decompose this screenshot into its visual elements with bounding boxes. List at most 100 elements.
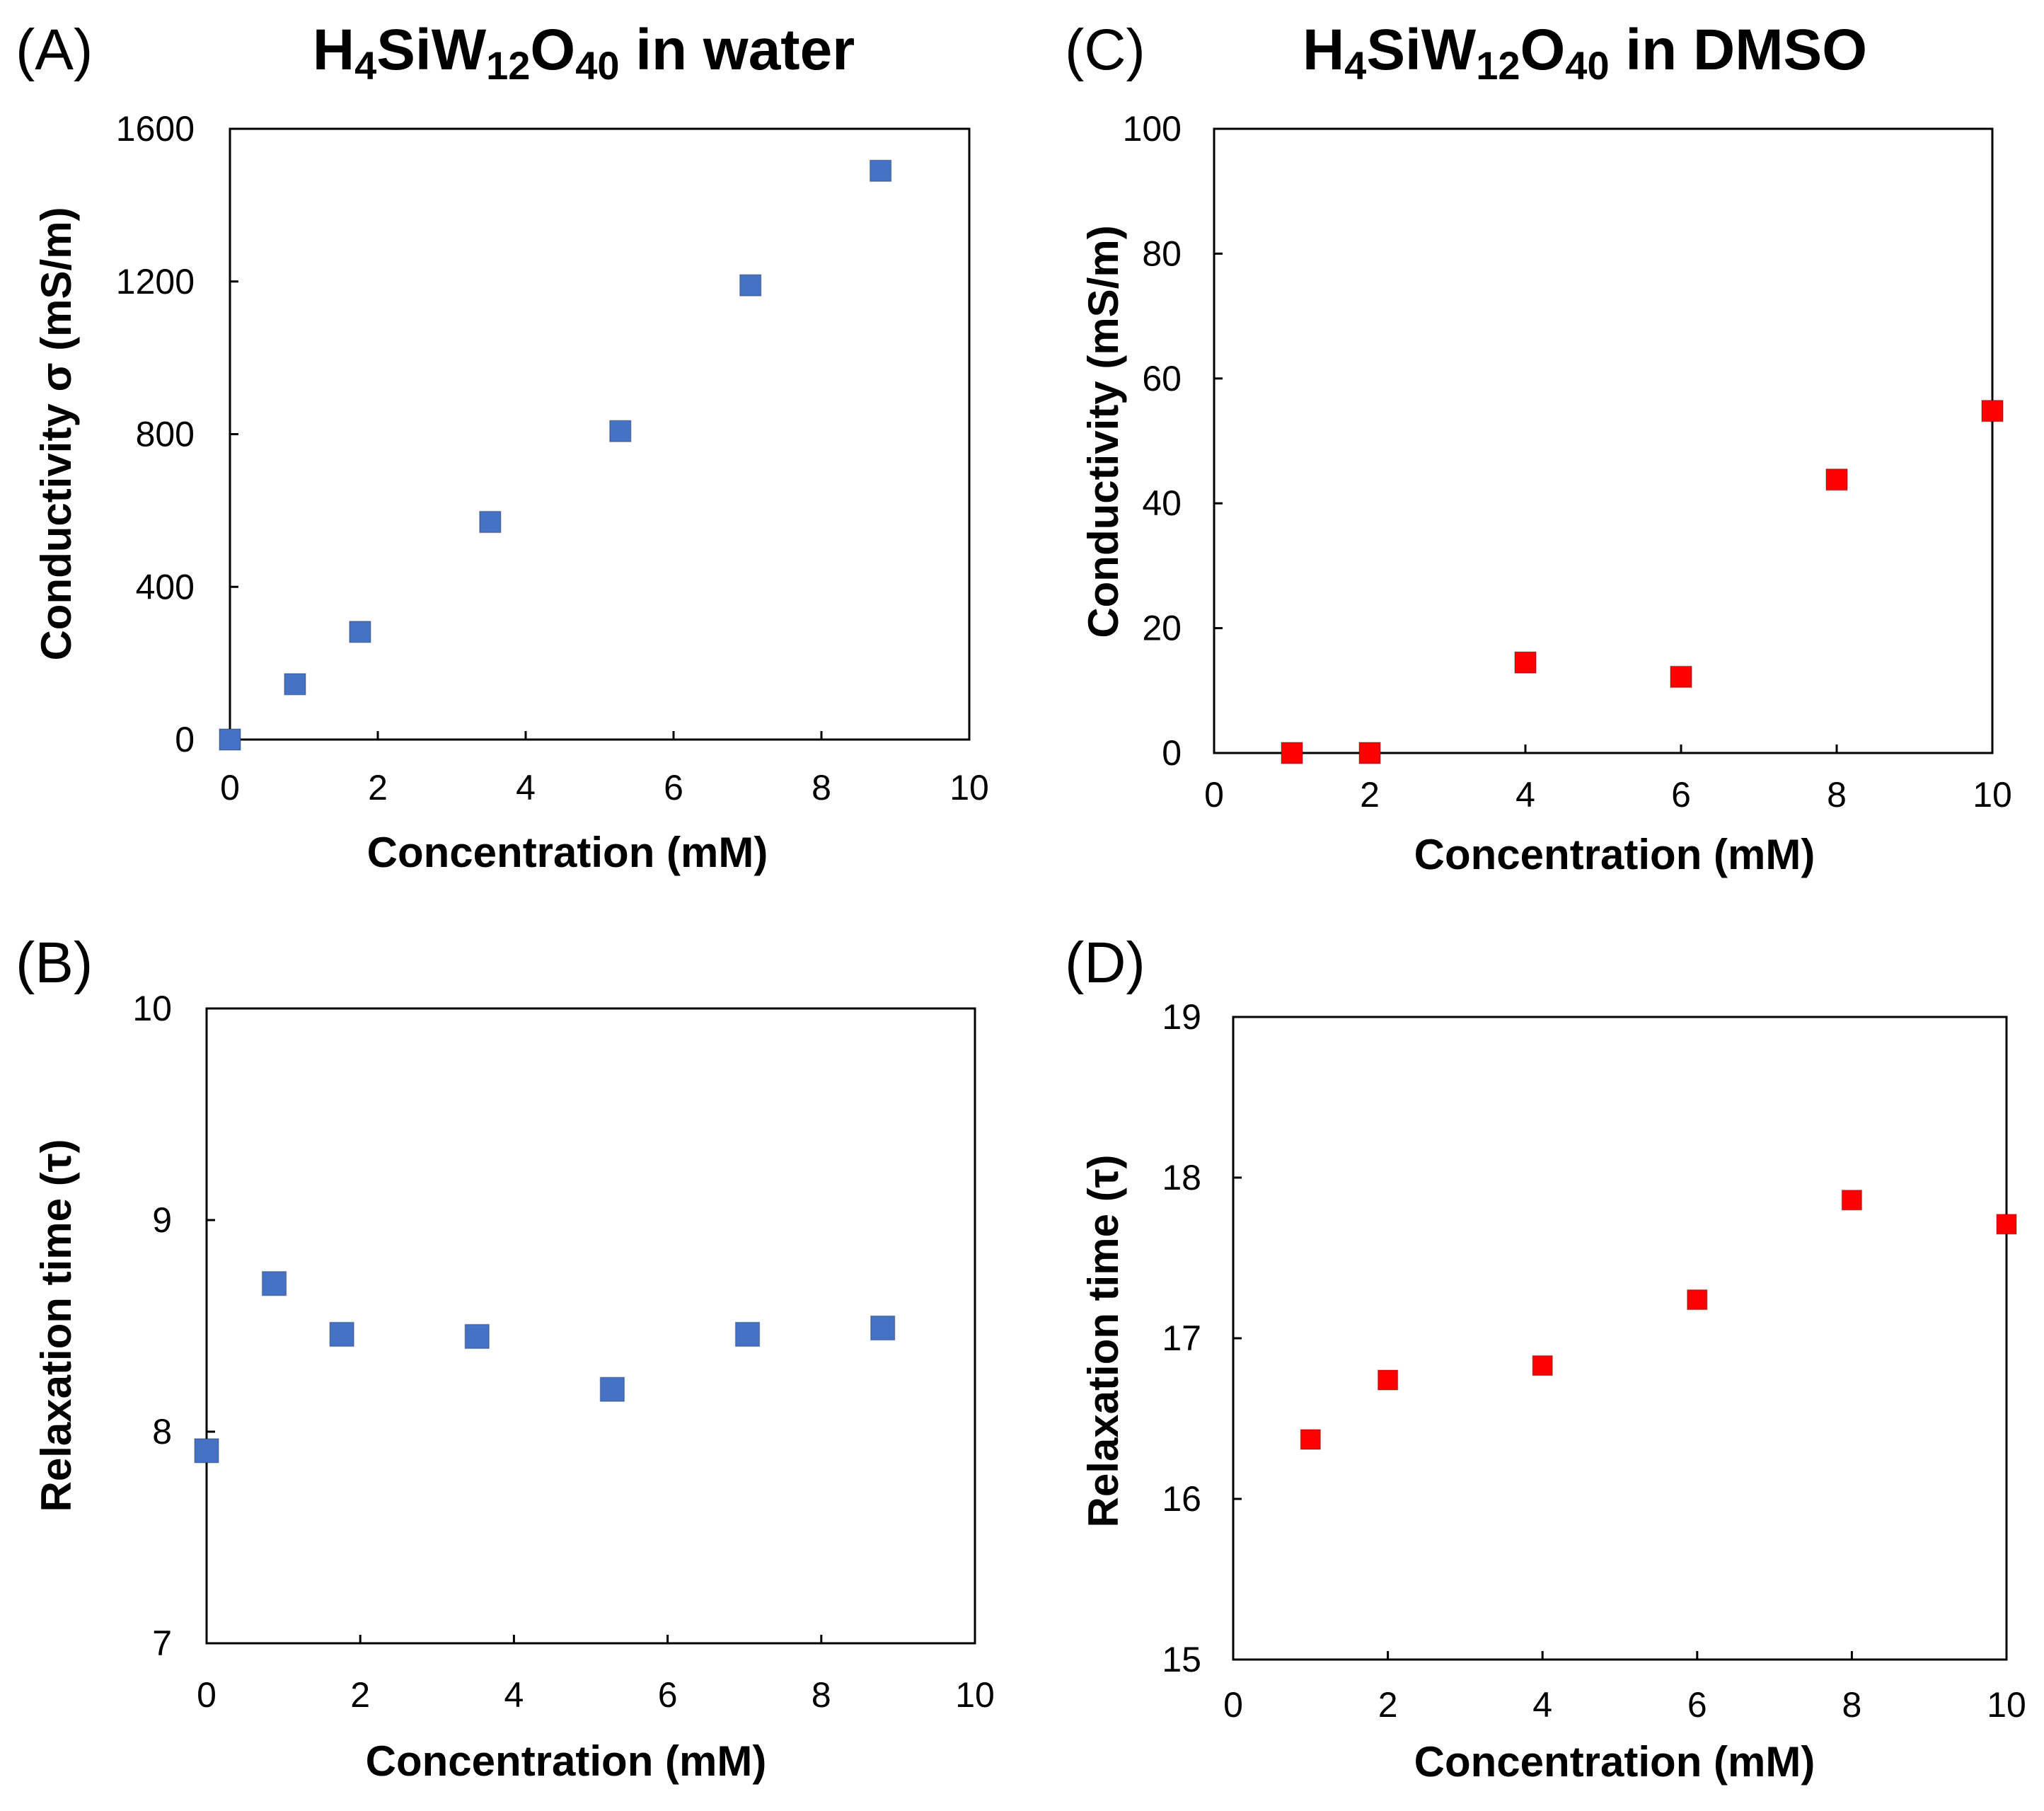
y-tick-label-d-2: 17 — [1162, 1318, 1201, 1358]
data-point-a-5 — [739, 274, 762, 297]
panel-b: (B) 0 2 4 6 8 10 7 8 9 10 Concentration (mM) Rela… — [16, 931, 995, 1785]
panel-label-d: (D) — [1065, 931, 1145, 995]
x-tick-label-c-5: 10 — [1973, 775, 2012, 815]
y-tick-label-d-1: 16 — [1162, 1479, 1201, 1519]
data-point-a-4 — [609, 420, 632, 442]
data-point-d-1 — [1377, 1369, 1399, 1391]
y-tick-label-d-4: 19 — [1162, 997, 1201, 1037]
ticks-b: 0 2 4 6 8 10 7 8 9 10 — [132, 989, 994, 1715]
y-tick-label-a-2: 800 — [136, 415, 195, 454]
panel-label-a: (A) — [16, 18, 93, 82]
data-point-c-3 — [1670, 665, 1692, 689]
data-point-a-3 — [479, 510, 502, 534]
panel-a: (A) 0 2 4 6 8 10 0 400 800 1200 1600 Concentration… — [16, 18, 989, 876]
data-point-b-4 — [599, 1376, 625, 1402]
data-point-b-0 — [194, 1438, 219, 1464]
data-point-d-0 — [1300, 1429, 1322, 1450]
plot-frame-c — [1213, 127, 1994, 754]
data-point-b-5 — [734, 1321, 761, 1347]
data-point-c-0 — [1281, 742, 1303, 764]
y-axis-title-a: Conductivity σ (mS/m) — [33, 207, 80, 660]
y-tick-label-c-3: 60 — [1142, 359, 1182, 398]
data-point-a-2 — [349, 621, 371, 643]
x-tick-label-d-1: 2 — [1378, 1685, 1398, 1725]
data-point-d-3 — [1687, 1289, 1708, 1311]
x-tick-label-c-1: 2 — [1360, 775, 1380, 815]
x-tick-label-d-4: 8 — [1842, 1685, 1861, 1725]
markers-a — [219, 159, 892, 751]
ticks-a: 0 2 4 6 8 10 0 400 800 1200 1600 — [116, 109, 989, 807]
x-tick-label-a-0: 0 — [220, 768, 240, 807]
data-point-c-1 — [1358, 742, 1381, 764]
markers-c — [1281, 399, 2004, 764]
x-tick-label-b-5: 10 — [955, 1675, 995, 1715]
x-tick-label-a-3: 6 — [664, 768, 683, 807]
markers-b — [194, 1270, 896, 1464]
data-point-b-1 — [261, 1270, 287, 1297]
y-axis-title-d: Relaxation time (τ) — [1080, 1155, 1127, 1528]
x-axis-title-b: Concentration (mM) — [366, 1737, 767, 1785]
data-point-b-3 — [464, 1323, 490, 1350]
data-point-c-4 — [1825, 468, 1848, 491]
data-point-b-6 — [870, 1315, 896, 1341]
y-tick-label-c-1: 20 — [1142, 609, 1182, 648]
markers-d — [1300, 1190, 2017, 1450]
x-tick-label-b-2: 4 — [504, 1675, 524, 1715]
x-tick-label-b-0: 0 — [197, 1675, 216, 1715]
y-tick-label-a-1: 400 — [136, 567, 195, 606]
x-tick-label-b-4: 8 — [812, 1675, 831, 1715]
panel-d: (D) 0 2 4 6 8 10 15 16 17 18 19 Concentration (mM)… — [1065, 931, 2026, 1786]
x-axis-title-c: Concentration (mM) — [1414, 831, 1815, 878]
data-point-a-6 — [869, 159, 892, 183]
plot-frame-a — [229, 127, 971, 741]
y-tick-label-c-4: 80 — [1142, 234, 1182, 273]
x-tick-label-d-3: 6 — [1687, 1685, 1707, 1725]
x-tick-label-c-0: 0 — [1204, 775, 1224, 815]
y-tick-label-a-4: 1600 — [116, 109, 195, 149]
x-tick-label-b-3: 6 — [658, 1675, 678, 1715]
x-tick-label-c-4: 8 — [1827, 775, 1847, 815]
x-tick-label-d-0: 0 — [1223, 1685, 1243, 1725]
y-tick-label-b-3: 10 — [132, 989, 172, 1028]
y-axis-title-c: Conductivity (mS/m) — [1080, 225, 1127, 638]
y-tick-label-d-3: 18 — [1162, 1158, 1201, 1197]
data-point-d-4 — [1841, 1190, 1863, 1211]
y-tick-label-b-0: 7 — [152, 1623, 172, 1663]
data-point-b-2 — [329, 1321, 354, 1347]
plot-frame-d — [1232, 1016, 2008, 1661]
y-tick-label-d-0: 15 — [1162, 1640, 1201, 1679]
x-tick-label-d-5: 10 — [1987, 1685, 2026, 1725]
x-tick-label-a-1: 2 — [368, 768, 388, 807]
data-point-a-0 — [219, 728, 241, 751]
data-point-a-1 — [284, 673, 306, 696]
y-tick-label-a-0: 0 — [175, 720, 195, 759]
x-tick-label-a-2: 4 — [516, 768, 536, 807]
ticks-d: 0 2 4 6 8 10 15 16 17 18 19 — [1162, 997, 2026, 1725]
x-tick-label-a-5: 10 — [949, 768, 989, 807]
x-axis-title-d: Concentration (mM) — [1414, 1738, 1815, 1786]
column-title-water: H4SiW12O40 in water — [313, 18, 855, 88]
x-tick-label-a-4: 8 — [812, 768, 831, 807]
y-tick-label-b-2: 9 — [152, 1200, 172, 1240]
panel-label-b: (B) — [16, 931, 93, 995]
y-tick-label-c-0: 0 — [1162, 733, 1182, 773]
column-title-dmso: H4SiW12O40 in DMSO — [1303, 18, 1867, 88]
panel-label-c: (C) — [1065, 18, 1145, 82]
y-tick-label-a-3: 1200 — [116, 262, 195, 301]
data-point-c-2 — [1514, 651, 1537, 674]
data-point-d-5 — [1996, 1214, 2017, 1235]
y-axis-title-b: Relaxation time (τ) — [33, 1139, 80, 1512]
x-tick-label-c-3: 6 — [1671, 775, 1691, 815]
y-tick-label-b-1: 8 — [152, 1412, 172, 1451]
x-tick-label-c-2: 4 — [1515, 775, 1535, 815]
x-tick-label-d-2: 4 — [1532, 1685, 1552, 1725]
data-point-d-2 — [1532, 1355, 1553, 1376]
x-axis-title-a: Concentration (mM) — [367, 829, 768, 876]
y-tick-label-c-2: 40 — [1142, 483, 1182, 523]
plot-frame-b — [205, 1007, 976, 1645]
data-point-c-5 — [1981, 399, 2004, 422]
y-tick-label-c-5: 100 — [1123, 109, 1182, 149]
